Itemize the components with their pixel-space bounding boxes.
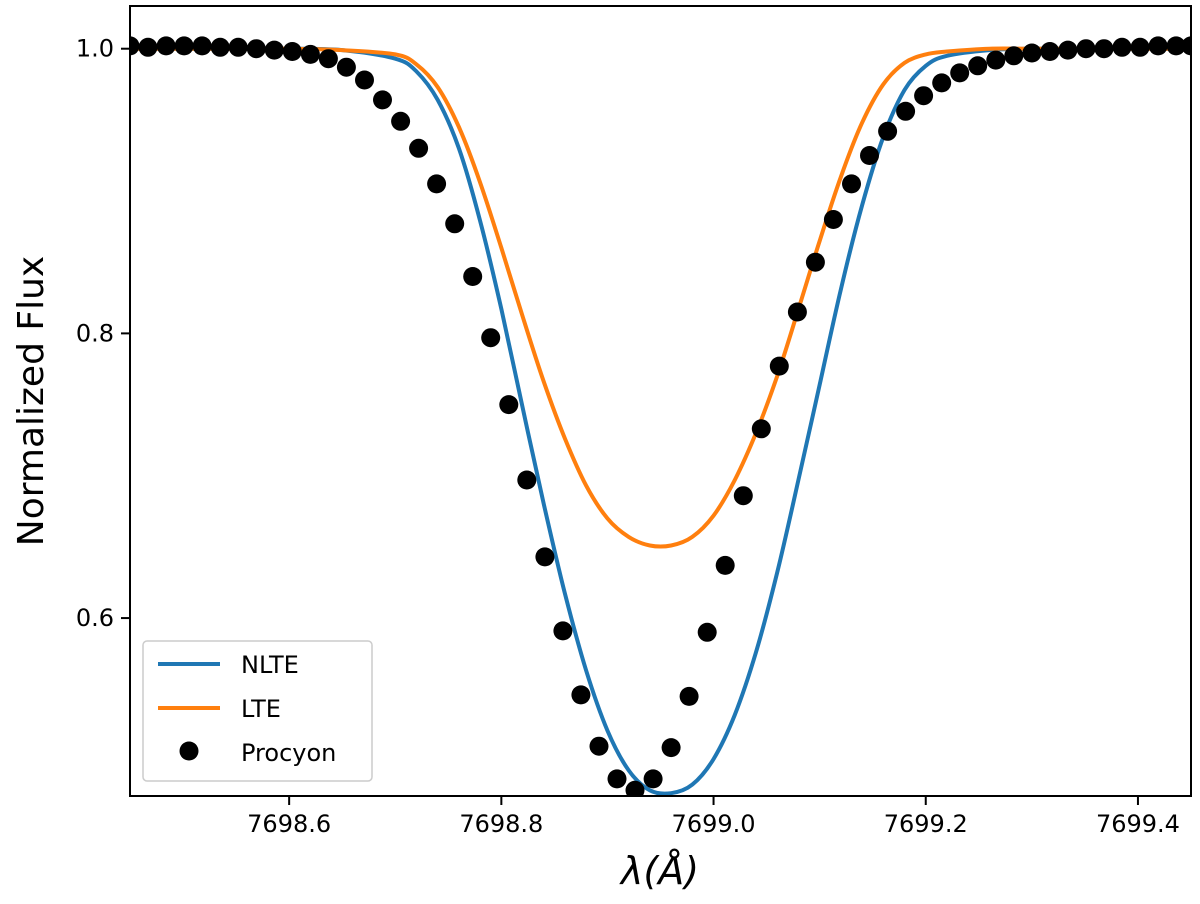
data-point-procyon bbox=[589, 736, 609, 756]
data-point-procyon bbox=[445, 214, 465, 234]
data-point-procyon bbox=[481, 328, 501, 348]
x-tick-label: 7699.2 bbox=[884, 810, 968, 838]
data-point-procyon bbox=[373, 90, 392, 110]
x-tick-label: 7699.0 bbox=[672, 810, 756, 838]
data-point-procyon bbox=[697, 622, 717, 642]
data-point-procyon bbox=[932, 73, 952, 93]
data-point-procyon bbox=[553, 621, 573, 641]
data-point-procyon bbox=[391, 111, 411, 131]
data-point-procyon bbox=[823, 210, 843, 229]
data-point-procyon bbox=[643, 769, 663, 789]
series-line-nlte bbox=[130, 46, 1191, 796]
data-point-procyon bbox=[661, 738, 681, 758]
data-point-procyon bbox=[896, 101, 916, 121]
data-point-procyon bbox=[914, 86, 934, 106]
data-point-procyon bbox=[625, 780, 645, 796]
data-point-procyon bbox=[130, 36, 140, 56]
legend-box bbox=[142, 640, 373, 782]
x-axis-title: λ(Å) bbox=[619, 849, 699, 893]
data-point-procyon bbox=[1022, 43, 1042, 63]
legend-label-procyon: Procyon bbox=[241, 739, 336, 767]
data-point-procyon bbox=[950, 63, 970, 83]
data-point-procyon bbox=[571, 685, 591, 705]
data-point-procyon bbox=[246, 39, 266, 59]
legend-label-lte: LTE bbox=[241, 695, 281, 723]
data-point-procyon bbox=[968, 56, 988, 76]
data-point-procyon bbox=[210, 37, 230, 57]
data-point-procyon bbox=[264, 40, 284, 60]
data-point-procyon bbox=[986, 50, 1006, 70]
y-tick-label: 0.6 bbox=[76, 604, 114, 632]
data-point-procyon bbox=[805, 252, 825, 272]
data-point-procyon bbox=[787, 302, 807, 322]
data-point-procyon bbox=[409, 138, 429, 158]
x-tick-label: 7698.8 bbox=[459, 810, 543, 838]
data-point-procyon bbox=[156, 36, 176, 56]
data-point-procyon bbox=[1130, 37, 1150, 57]
data-point-procyon bbox=[715, 555, 735, 575]
data-point-procyon bbox=[499, 395, 519, 415]
data-point-procyon bbox=[427, 174, 447, 194]
data-point-procyon bbox=[318, 49, 338, 69]
data-point-procyon bbox=[1166, 36, 1186, 56]
series-line-lte bbox=[130, 46, 1191, 549]
y-tick-label: 0.8 bbox=[76, 319, 114, 347]
data-point-procyon bbox=[860, 146, 879, 165]
y-tick-label: 1.0 bbox=[76, 35, 114, 63]
legend-label-nlte: NLTE bbox=[241, 651, 299, 679]
data-point-procyon bbox=[1148, 36, 1168, 56]
series-layer bbox=[130, 36, 1191, 796]
data-point-procyon bbox=[1040, 42, 1060, 61]
data-point-procyon bbox=[1004, 46, 1024, 66]
data-point-procyon bbox=[1076, 39, 1096, 59]
x-tick-label: 7699.4 bbox=[1096, 810, 1180, 838]
data-point-procyon bbox=[174, 36, 194, 56]
data-point-procyon bbox=[138, 37, 158, 57]
data-point-procyon bbox=[878, 121, 898, 141]
data-point-procyon bbox=[751, 419, 771, 439]
data-point-procyon bbox=[733, 486, 753, 506]
data-point-procyon bbox=[336, 57, 356, 77]
legend[interactable]: NLTE LTE Procyon bbox=[142, 640, 373, 782]
data-point-procyon bbox=[607, 769, 627, 789]
data-point-procyon bbox=[192, 36, 212, 56]
data-point-procyon bbox=[1058, 40, 1078, 60]
plot-frame bbox=[129, 5, 1192, 797]
data-point-procyon bbox=[228, 37, 248, 57]
legend-swatch-procyon bbox=[179, 741, 199, 761]
y-axis-ticks: 0.6 0.8 1.0 bbox=[76, 35, 130, 632]
data-point-procyon bbox=[769, 356, 789, 376]
data-point-procyon bbox=[355, 70, 374, 90]
data-point-procyon bbox=[1181, 36, 1191, 56]
x-axis-ticks: 7698.6 7698.8 7699.0 7699.2 7699.4 bbox=[247, 796, 1180, 838]
data-point-procyon bbox=[535, 547, 555, 567]
data-point-procyon bbox=[842, 174, 861, 194]
data-point-procyon bbox=[282, 42, 302, 61]
data-point-procyon bbox=[1112, 37, 1132, 57]
x-tick-label: 7698.6 bbox=[247, 810, 331, 838]
data-point-procyon bbox=[1094, 39, 1114, 59]
data-point-procyon bbox=[679, 686, 699, 706]
y-axis-title: Normalized Flux bbox=[11, 256, 52, 546]
data-point-procyon bbox=[300, 44, 320, 64]
data-point-procyon bbox=[517, 470, 537, 490]
data-point-procyon bbox=[463, 267, 483, 286]
